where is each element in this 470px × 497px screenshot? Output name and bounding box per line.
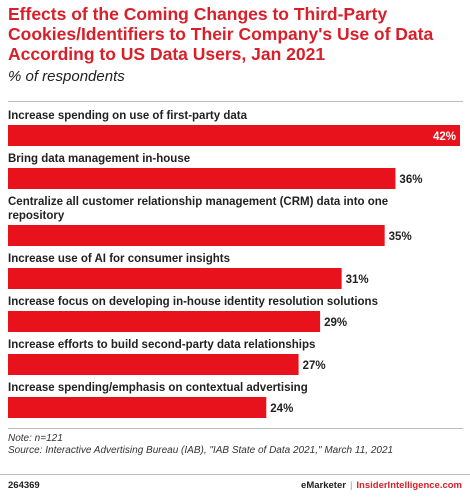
category-label: Increase focus on developing in-house id… bbox=[8, 296, 378, 308]
category-label: Increase spending/emphasis on contextual… bbox=[8, 382, 308, 394]
bar-group: Increase efforts to build second-party d… bbox=[8, 339, 326, 375]
bar-group: Centralize all customer relationship man… bbox=[8, 196, 412, 246]
bar-group: Increase focus on developing in-house id… bbox=[8, 296, 378, 332]
category-label: Increase use of AI for consumer insights bbox=[8, 253, 230, 265]
category-label: Increase spending on use of first-party … bbox=[8, 110, 248, 122]
bar-group: Increase use of AI for consumer insights… bbox=[8, 253, 369, 289]
bar bbox=[8, 168, 396, 189]
bar bbox=[8, 311, 321, 332]
value-label: 42% bbox=[433, 131, 456, 143]
bar-group: Bring data management in-house 36% bbox=[8, 153, 422, 189]
bar-chart: Increase spending on use of first-party … bbox=[8, 110, 460, 418]
bar bbox=[8, 225, 385, 246]
brand-separator: | bbox=[349, 480, 353, 491]
bar-group: Increase spending/emphasis on contextual… bbox=[8, 382, 308, 418]
chart-subtitle: % of respondents bbox=[8, 68, 125, 85]
chart-note: Note: n=121 bbox=[8, 433, 63, 444]
value-label: 36% bbox=[399, 174, 422, 186]
category-label: Bring data management in-house bbox=[8, 153, 190, 165]
brand-line: eMarketer | InsiderIntelligence.com bbox=[301, 480, 462, 491]
bar-group: Increase spending on use of first-party … bbox=[8, 110, 460, 146]
chart-source: Source: Interactive Advertising Bureau (… bbox=[8, 445, 394, 456]
category-label: Centralize all customer relationship man… bbox=[8, 196, 388, 222]
value-label: 31% bbox=[346, 274, 369, 286]
chart-id: 264369 bbox=[8, 480, 40, 491]
value-label: 29% bbox=[324, 317, 347, 329]
bottom-divider bbox=[8, 428, 463, 429]
value-label: 24% bbox=[270, 403, 293, 415]
value-label: 27% bbox=[303, 360, 326, 372]
chart-title: Effects of the Coming Changes to Third-P… bbox=[8, 4, 434, 64]
bar bbox=[8, 354, 299, 375]
category-label: Increase efforts to build second-party d… bbox=[8, 339, 315, 351]
brand-emarketer: eMarketer bbox=[301, 480, 346, 491]
bar bbox=[8, 268, 342, 289]
value-label: 35% bbox=[389, 231, 412, 243]
bar bbox=[8, 397, 267, 418]
bar bbox=[8, 125, 460, 146]
brand-insider-link[interactable]: InsiderIntelligence.com bbox=[356, 480, 462, 491]
footer-divider bbox=[0, 474, 470, 475]
top-divider bbox=[8, 101, 463, 102]
